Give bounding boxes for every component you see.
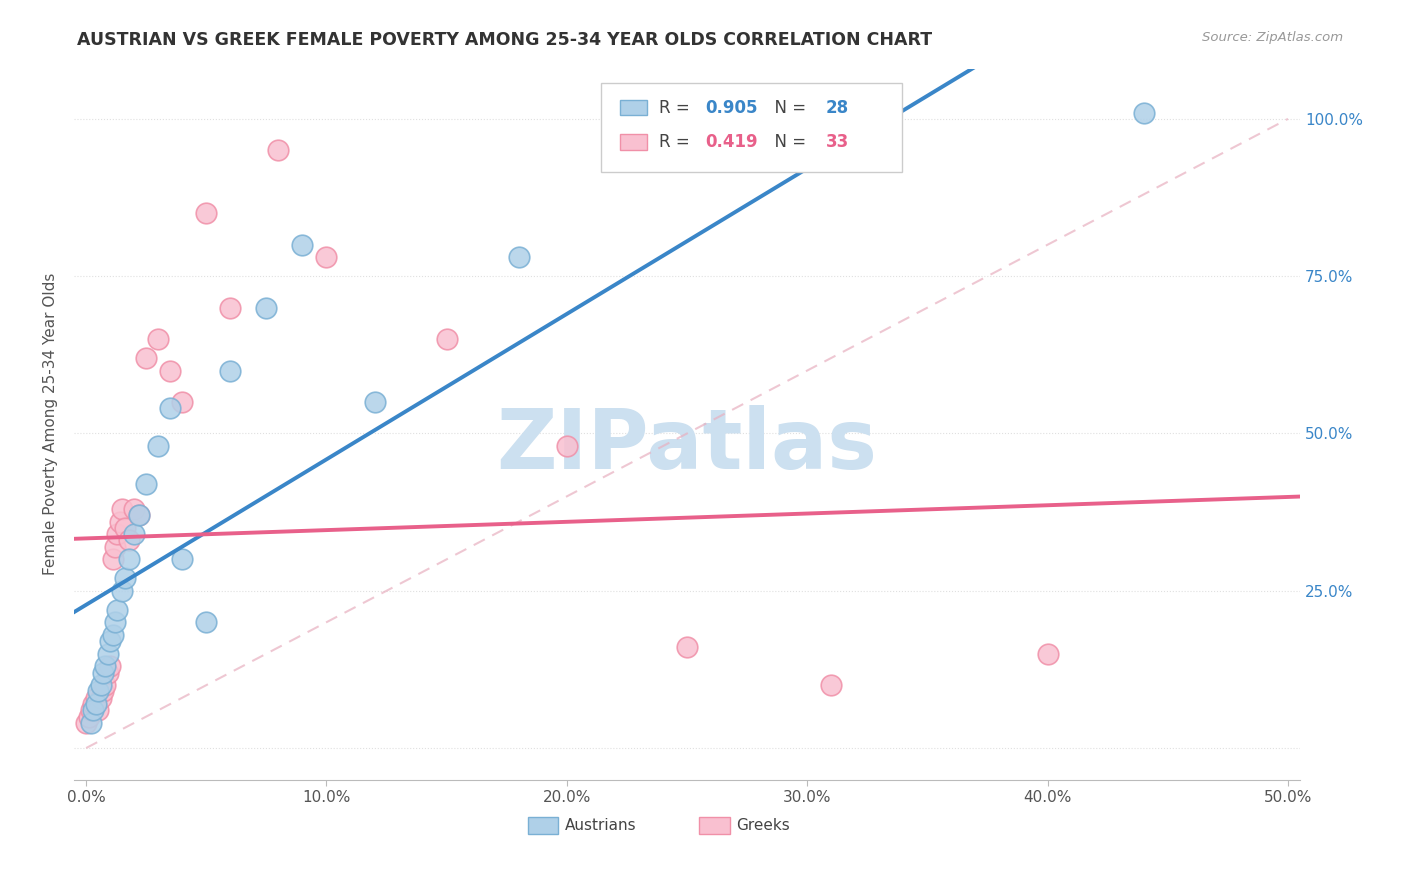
FancyBboxPatch shape: [527, 817, 558, 834]
Point: [111, 502, 134, 516]
Point: [159, 401, 181, 416]
Text: R =: R =: [659, 133, 695, 151]
Point: [128, 508, 150, 523]
Point: [254, 301, 277, 315]
Text: Greeks: Greeks: [737, 818, 790, 833]
FancyBboxPatch shape: [602, 83, 901, 171]
Point: [172, 552, 194, 566]
Point: [82, 697, 104, 711]
Point: [91, 665, 114, 680]
Point: [105, 527, 128, 541]
Point: [135, 476, 157, 491]
Text: 28: 28: [825, 99, 849, 117]
FancyBboxPatch shape: [620, 100, 647, 115]
Point: [219, 301, 242, 315]
Text: 0.905: 0.905: [706, 99, 758, 117]
Point: [108, 515, 131, 529]
Point: [94, 659, 117, 673]
Point: [820, 678, 842, 692]
Point: [101, 552, 124, 566]
Point: [77, 709, 100, 723]
Point: [97, 647, 120, 661]
Point: [114, 521, 136, 535]
Point: [172, 395, 194, 409]
Point: [80, 703, 103, 717]
Y-axis label: Female Poverty Among 25-34 Year Olds: Female Poverty Among 25-34 Year Olds: [44, 273, 58, 575]
Point: [508, 250, 530, 264]
Point: [114, 571, 136, 585]
Point: [128, 508, 150, 523]
Point: [97, 665, 120, 680]
Point: [87, 684, 110, 698]
Text: 33: 33: [825, 133, 849, 151]
Point: [104, 540, 127, 554]
Point: [267, 144, 290, 158]
Text: Source: ZipAtlas.com: Source: ZipAtlas.com: [1202, 31, 1343, 45]
Text: N =: N =: [765, 99, 811, 117]
Point: [101, 628, 124, 642]
Point: [148, 439, 170, 453]
Point: [135, 351, 157, 365]
Point: [122, 502, 145, 516]
Point: [94, 678, 117, 692]
Point: [75, 715, 97, 730]
FancyBboxPatch shape: [620, 134, 647, 150]
Point: [104, 615, 127, 630]
Text: 0.419: 0.419: [706, 133, 758, 151]
Point: [363, 395, 385, 409]
Point: [84, 697, 107, 711]
Point: [676, 640, 699, 655]
Point: [105, 602, 128, 616]
Point: [1036, 647, 1059, 661]
Point: [555, 439, 578, 453]
Text: ZIPatlas: ZIPatlas: [496, 405, 877, 486]
Text: Austrians: Austrians: [564, 818, 636, 833]
Point: [90, 678, 112, 692]
Point: [159, 363, 181, 377]
Point: [87, 703, 110, 717]
Point: [122, 527, 145, 541]
Point: [98, 659, 121, 673]
Point: [111, 583, 134, 598]
Point: [195, 615, 218, 630]
Point: [1132, 105, 1154, 120]
Point: [291, 237, 314, 252]
Point: [219, 363, 242, 377]
Point: [118, 552, 141, 566]
Point: [118, 533, 141, 548]
Text: N =: N =: [765, 133, 811, 151]
Point: [436, 332, 458, 346]
Point: [315, 250, 337, 264]
Point: [91, 684, 114, 698]
Point: [90, 690, 112, 705]
Point: [84, 690, 107, 705]
Text: R =: R =: [659, 99, 695, 117]
Text: AUSTRIAN VS GREEK FEMALE POVERTY AMONG 25-34 YEAR OLDS CORRELATION CHART: AUSTRIAN VS GREEK FEMALE POVERTY AMONG 2…: [77, 31, 932, 49]
FancyBboxPatch shape: [699, 817, 730, 834]
Point: [80, 715, 103, 730]
Point: [148, 332, 170, 346]
Point: [98, 634, 121, 648]
Point: [195, 206, 218, 220]
Point: [82, 703, 104, 717]
